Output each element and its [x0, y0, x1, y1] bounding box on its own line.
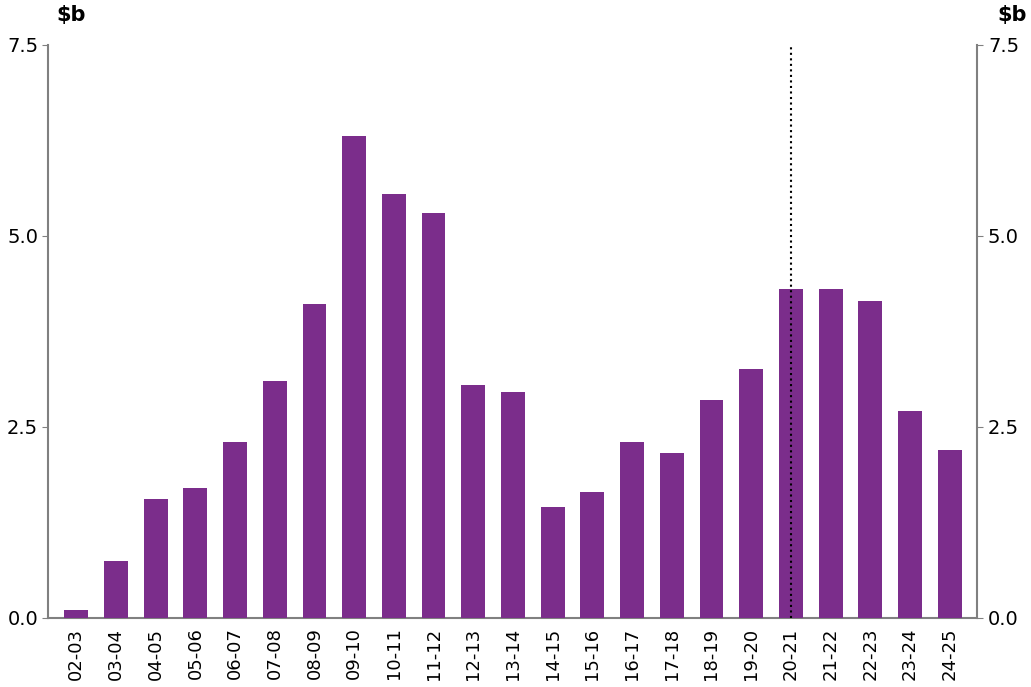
Bar [898, 412, 922, 618]
Bar [541, 507, 565, 618]
Bar [859, 301, 883, 618]
Bar [819, 289, 842, 618]
Bar [462, 385, 486, 618]
Bar [143, 499, 168, 618]
Bar [779, 289, 803, 618]
Bar [263, 381, 287, 618]
Bar [700, 400, 724, 618]
Bar [64, 610, 89, 618]
Bar [580, 492, 604, 618]
Bar [660, 453, 684, 618]
Bar [501, 392, 525, 618]
Text: $b: $b [997, 5, 1027, 25]
Bar [223, 442, 247, 618]
Bar [938, 450, 962, 618]
Bar [381, 194, 406, 618]
Bar [302, 304, 327, 618]
Bar [184, 488, 207, 618]
Bar [104, 561, 128, 618]
Bar [739, 370, 763, 618]
Bar [422, 213, 445, 618]
Text: $b: $b [57, 5, 86, 25]
Bar [342, 136, 366, 618]
Bar [621, 442, 644, 618]
